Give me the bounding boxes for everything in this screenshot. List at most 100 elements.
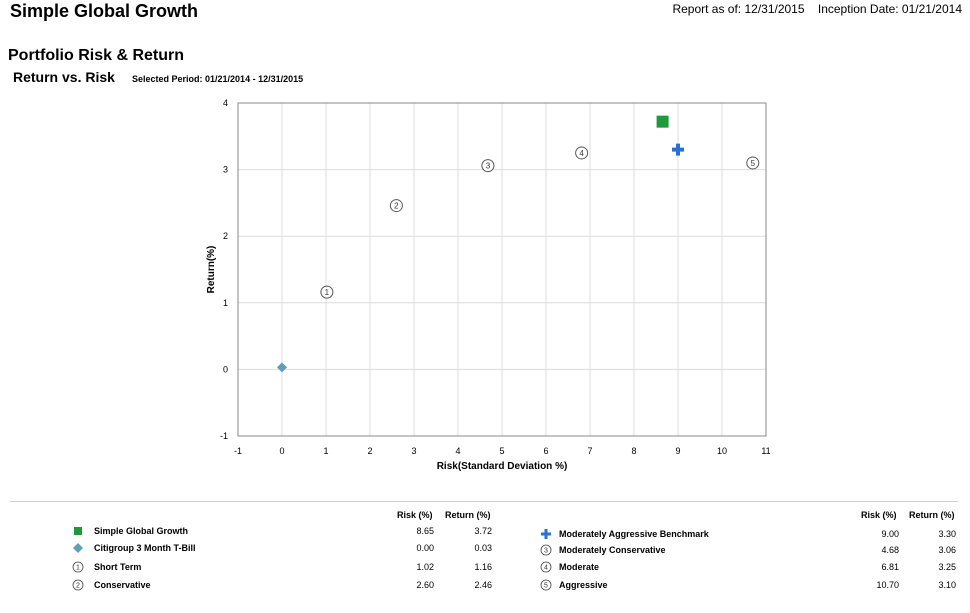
chart-grid [238,103,766,436]
legend-right-risk-header: Risk (%) [861,510,897,520]
x-tick-label: 11 [761,446,770,456]
legend-return-value: 3.72 [474,526,492,536]
legend-return-value: 3.25 [938,562,956,572]
legend-row: 2 Conservative 2.60 2.46 [0,579,970,594]
plus-icon [541,529,551,539]
legend-series-name: Conservative [94,580,151,590]
legend-risk-value: 0.00 [416,543,434,553]
y-tick-label: 3 [223,165,228,175]
legend-right-return-header: Return (%) [909,510,955,520]
legend-left-risk-header: Risk (%) [397,510,433,520]
legend-row: Simple Global Growth 8.65 3.72 [0,526,970,540]
point-moderately-conservative: 3 [481,159,495,173]
square-icon [74,527,82,535]
circle-icon: 5 [540,579,552,591]
legend-return-value: 2.46 [474,580,492,590]
x-tick-label: 6 [543,446,548,456]
legend-row: 5 Aggressive 10.70 3.10 [0,579,970,594]
diamond-icon [73,543,83,553]
circle-icon: 3 [540,544,552,556]
legend-return-value: 3.10 [938,580,956,590]
circle-marker-number: 2 [394,202,399,211]
legend-circle [72,561,84,573]
point-aggressive: 5 [746,156,760,170]
selected-period: Selected Period: 01/21/2014 - 12/31/2015 [132,74,304,84]
legend-return-value: 1.16 [474,562,492,572]
legend-risk-value: 10.70 [876,580,899,590]
report-meta: Report as of: 12/31/2015 Inception Date:… [662,2,962,16]
legend-risk-value: 8.65 [416,526,434,536]
x-tick-label: 5 [499,446,504,456]
section-title: Portfolio Risk & Return [8,47,185,64]
legend-series-name: Simple Global Growth [94,526,189,536]
legend-return-value: 3.30 [938,529,956,539]
legend-diamond [73,543,83,553]
legend-plus-v [544,529,548,539]
legend-plus-h [541,532,551,536]
legend-row: Citigroup 3 Month T-Bill 0.00 0.03 [0,543,970,557]
legend-risk-value: 9.00 [881,529,899,539]
point-moderately-aggressive-benchmark [672,143,684,156]
point-simple-global-growth [656,115,669,128]
x-tick-label: 9 [675,446,680,456]
x-tick-label: -1 [234,446,242,456]
point-conservative: 2 [389,199,403,213]
square-marker [656,115,669,128]
scatter-chart: -1 0 1 2 3 4 5 6 7 8 9 10 11 -1 0 1 2 3 4 Risk(Standard De… [206,98,771,472]
diamond-marker [277,362,287,373]
legend-series-name: Moderately Conservative [559,545,666,555]
legend-row: 1 Short Term 1.02 1.16 [0,561,970,576]
legend-series-name: Citigroup 3 Month T-Bill [94,543,196,553]
legend-circle-number: 5 [544,583,548,590]
legend-risk-value: 2.60 [416,580,434,590]
legend-circle-number: 2 [76,583,80,590]
legend-circle-number: 4 [544,565,548,572]
legend-risk-value: 6.81 [881,562,899,572]
legend-return-value: 3.06 [938,545,956,555]
legend-row: Moderately Aggressive Benchmark 9.00 3.30 [0,529,970,543]
circle-marker [389,199,403,213]
y-tick-label: 0 [223,364,228,374]
legend-left-return-header: Return (%) [445,510,491,520]
legend-risk-value: 1.02 [416,562,434,572]
legend-row: 3 Moderately Conservative 4.68 3.06 [0,544,970,559]
legend-circle-number: 3 [544,548,548,555]
point-short-term: 1 [320,285,334,299]
circle-marker [746,156,760,170]
circle-icon: 4 [540,561,552,573]
circle-marker-number: 4 [579,149,584,158]
legend-series-name: Moderately Aggressive Benchmark [559,529,709,539]
circle-marker-number: 1 [325,288,330,297]
legend-series-name: Moderate [559,562,600,572]
legend-series-name: Short Term [94,562,142,572]
axis-ticks: -1 0 1 2 3 4 5 6 7 8 9 10 11 -1 0 1 2 3 4 [220,98,771,456]
x-tick-label: 0 [279,446,284,456]
x-tick-label: 3 [411,446,416,456]
point-moderate: 4 [575,146,589,160]
divider [10,501,958,502]
legend-circle [540,544,552,556]
inception-date: Inception Date: 01/21/2014 [817,2,962,16]
legend-circle [540,561,552,573]
legend-row: 4 Moderate 6.81 3.25 [0,561,970,576]
circle-icon: 2 [72,579,84,591]
x-tick-label: 4 [455,446,460,456]
legend-circle [72,579,84,591]
y-tick-label: -1 [220,431,228,441]
point-citigroup-3-month-t-bill [277,362,287,373]
y-tick-label: 4 [223,98,228,108]
legend-return-value: 0.03 [474,543,492,553]
x-tick-label: 2 [367,446,372,456]
x-tick-label: 1 [323,446,328,456]
circle-marker [575,146,589,160]
legend-risk-value: 4.68 [881,545,899,555]
legend-circle-number: 1 [76,565,80,572]
x-axis-label: Risk(Standard Deviation %) [437,461,568,472]
x-tick-label: 10 [717,446,727,456]
plot-frame [237,102,767,437]
legend-series-name: Aggressive [559,580,608,590]
x-tick-label: 7 [587,446,592,456]
y-tick-label: 1 [223,298,228,308]
y-tick-label: 2 [223,231,228,241]
chart-subheading: Return vs. Risk [13,69,115,85]
